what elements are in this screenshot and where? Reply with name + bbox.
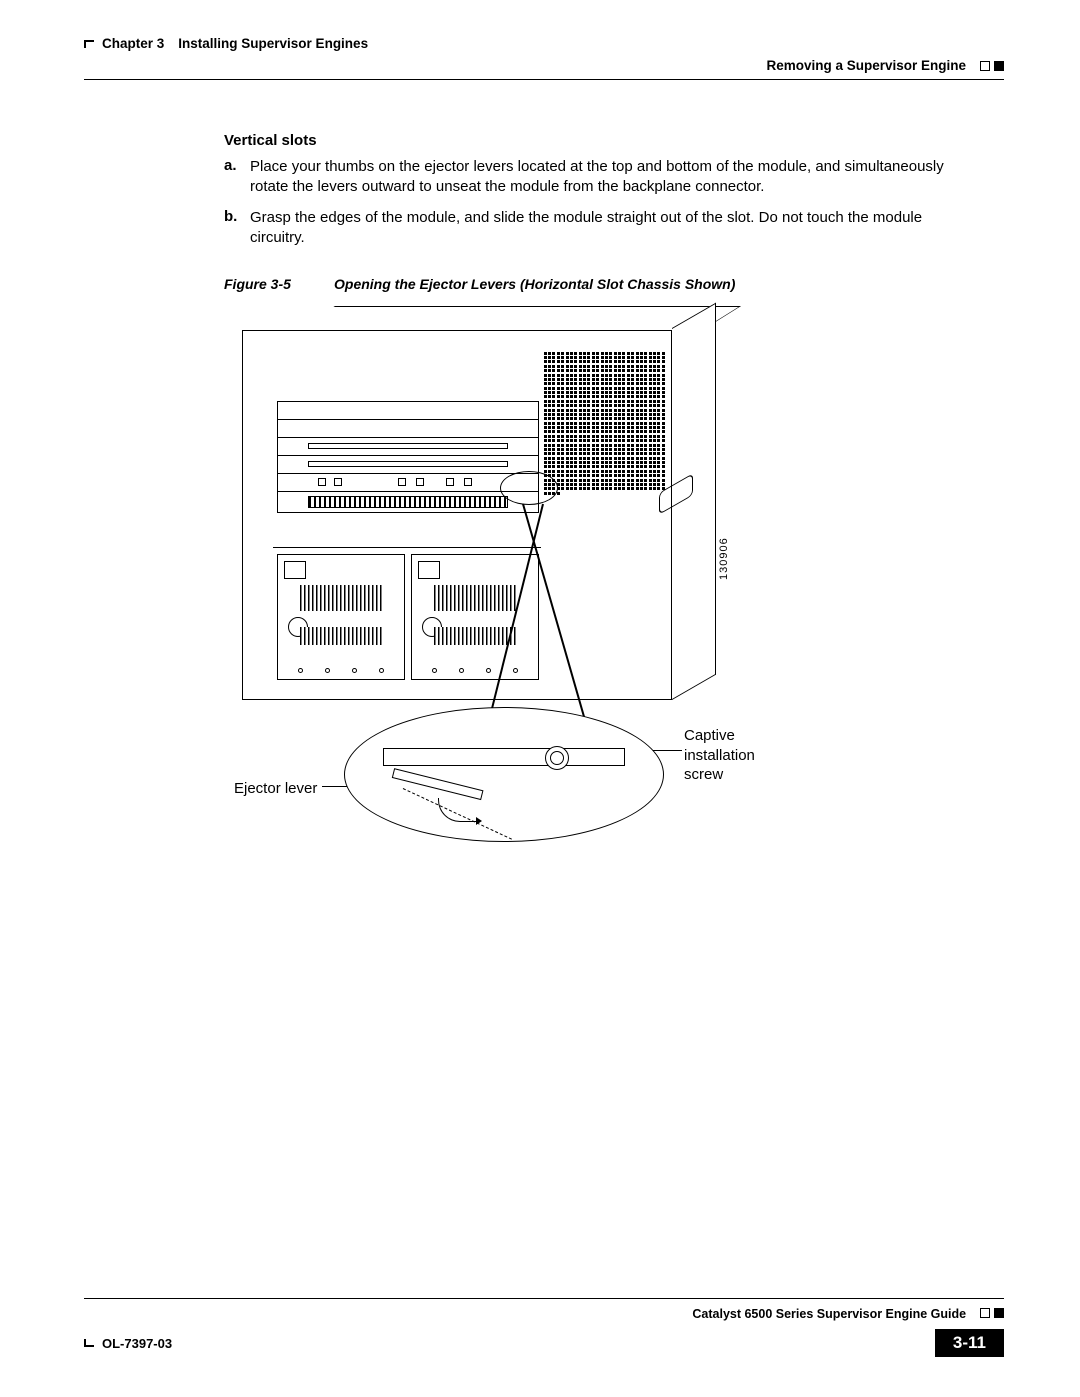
zoom-detail-icon	[344, 707, 664, 842]
figure-caption: Figure 3-5 Opening the Ejector Levers (H…	[224, 276, 964, 292]
figure-3-5: Captive installation screw Ejector lever…	[224, 302, 964, 862]
chapter-title: Installing Supervisor Engines	[178, 36, 368, 51]
label-captive-screw: Captive installation screw	[684, 726, 755, 785]
slot-module	[277, 437, 539, 456]
callout-circle-icon	[500, 471, 558, 505]
image-id-number: 130906	[718, 537, 730, 580]
page-content: Vertical slots a. Place your thumbs on t…	[224, 132, 964, 862]
page-number-badge: 3-11	[935, 1329, 1004, 1357]
header-rule	[84, 79, 1004, 80]
label-cs-l2: installation	[684, 747, 755, 764]
crop-mark-icon	[84, 40, 94, 48]
zoom-module-edge-icon	[383, 748, 625, 766]
perforation-icon	[543, 351, 669, 541]
page-header: Chapter 3 Installing Supervisor Engines …	[84, 36, 1004, 82]
slot-empty	[277, 401, 539, 420]
step-b: b. Grasp the edges of the module, and sl…	[224, 208, 964, 249]
figure-title: Opening the Ejector Levers (Horizontal S…	[334, 276, 735, 292]
step-a: a. Place your thumbs on the ejector leve…	[224, 157, 964, 198]
step-b-text: Grasp the edges of the module, and slide…	[250, 208, 964, 249]
page-footer: Catalyst 6500 Series Supervisor Engine G…	[84, 1298, 1004, 1357]
header-right: Removing a Supervisor Engine	[766, 58, 1004, 73]
step-b-marker: b.	[224, 208, 250, 249]
ejector-lever-icon	[392, 768, 484, 800]
chassis-front-icon	[242, 330, 672, 700]
slot-empty	[277, 419, 539, 438]
figure-number: Figure 3-5	[224, 276, 334, 292]
slot-stack	[277, 401, 539, 512]
lever-motion-arrow-icon	[438, 798, 478, 822]
captive-screw-icon	[545, 746, 569, 770]
crop-mark-icon	[84, 1339, 94, 1347]
label-cs-l1: Captive	[684, 727, 735, 744]
footer-guide-title: Catalyst 6500 Series Supervisor Engine G…	[692, 1307, 966, 1321]
psu-left-icon	[277, 554, 405, 680]
footer-squares-icon	[980, 1308, 1004, 1318]
footer-doc-number: OL-7397-03	[102, 1336, 172, 1351]
slot-ports	[277, 491, 539, 513]
chapter-number: Chapter 3	[102, 36, 164, 51]
slot-module	[277, 455, 539, 474]
footer-doc-area: OL-7397-03	[84, 1336, 172, 1351]
vertical-slots-heading: Vertical slots	[224, 132, 964, 149]
section-title: Removing a Supervisor Engine	[766, 58, 966, 73]
header-left: Chapter 3 Installing Supervisor Engines	[84, 36, 368, 51]
step-a-marker: a.	[224, 157, 250, 198]
footer-rule	[84, 1298, 1004, 1299]
step-a-text: Place your thumbs on the ejector levers …	[250, 157, 964, 198]
label-cs-l3: screw	[684, 766, 723, 783]
label-ejector-lever: Ejector lever	[234, 780, 317, 797]
chassis-illustration	[242, 312, 712, 712]
psu-right-icon	[411, 554, 539, 680]
header-squares-icon	[980, 61, 1004, 71]
